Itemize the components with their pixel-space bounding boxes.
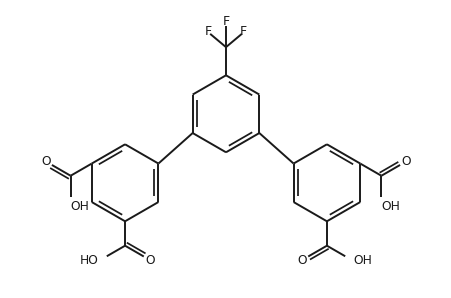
Text: OH: OH xyxy=(70,200,89,213)
Text: O: O xyxy=(41,155,51,168)
Text: HO: HO xyxy=(80,254,98,267)
Text: O: O xyxy=(400,155,410,168)
Text: F: F xyxy=(222,15,229,28)
Text: F: F xyxy=(239,24,247,38)
Text: O: O xyxy=(297,254,306,266)
Text: OH: OH xyxy=(353,254,371,267)
Text: OH: OH xyxy=(381,200,400,213)
Text: O: O xyxy=(145,254,154,266)
Text: F: F xyxy=(204,24,212,38)
